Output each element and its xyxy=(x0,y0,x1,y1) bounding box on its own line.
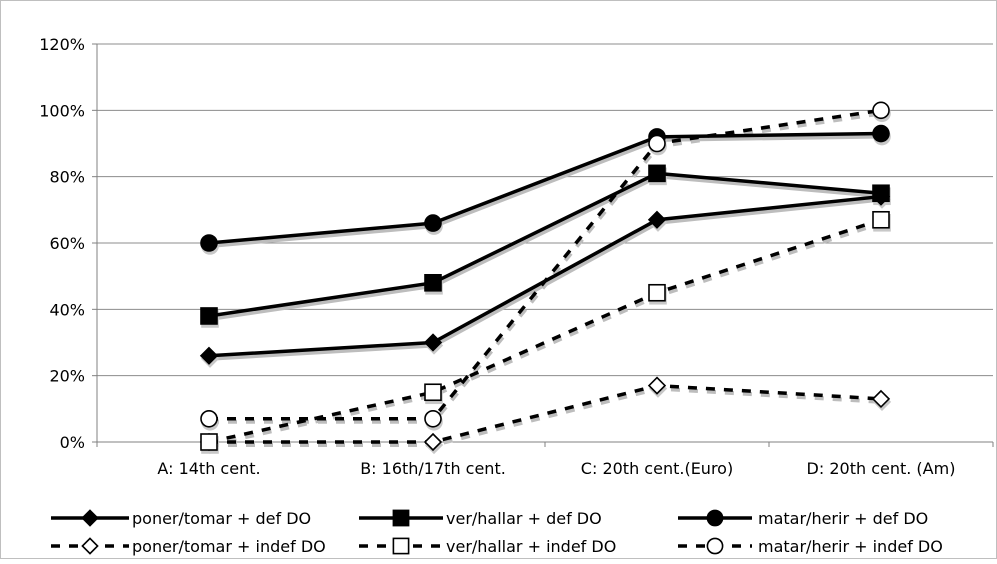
y-tick-label: 0% xyxy=(60,433,85,452)
data-point xyxy=(423,333,443,352)
legend-marker xyxy=(392,509,410,527)
series-line xyxy=(209,108,882,421)
series-shadow xyxy=(210,111,883,424)
data-point xyxy=(872,210,890,229)
data-point xyxy=(424,273,442,292)
legend-item: poner/tomar + indef DO xyxy=(51,537,326,556)
data-point xyxy=(648,134,666,153)
legend: poner/tomar + def DO ver/hallar + def DO m… xyxy=(51,509,943,556)
data-point xyxy=(423,432,443,452)
legend-label: poner/tomar + indef DO xyxy=(132,537,326,556)
series-shadow xyxy=(210,386,883,447)
y-tick-label: 60% xyxy=(49,234,85,253)
series-line xyxy=(208,171,882,318)
legend-marker xyxy=(706,509,724,527)
y-tick-label: 20% xyxy=(49,367,85,386)
x-tick-label: C: 20th cent.(Euro) xyxy=(581,459,733,478)
series-shadow xyxy=(209,220,883,447)
legend-label: matar/herir + indef DO xyxy=(758,537,943,556)
data-point xyxy=(872,124,890,143)
data-point xyxy=(200,234,218,252)
series-line xyxy=(208,131,882,245)
y-tick-label: 100% xyxy=(39,101,85,120)
data-point xyxy=(647,376,667,395)
x-tick-label: B: 16th/17th cent. xyxy=(360,459,506,478)
series-line xyxy=(208,194,882,358)
legend-label: matar/herir + def DO xyxy=(758,509,928,528)
data-point xyxy=(647,210,667,229)
y-tick-label: 80% xyxy=(49,168,85,187)
data-point xyxy=(872,184,890,203)
y-tick-label: 120% xyxy=(39,35,85,54)
legend-marker xyxy=(81,537,99,555)
x-tick-label: A: 14th cent. xyxy=(157,459,260,478)
data-point xyxy=(872,101,890,120)
legend-item: ver/hallar + indef DO xyxy=(359,537,616,556)
legend-marker xyxy=(81,509,99,527)
legend-item: matar/herir + indef DO xyxy=(678,537,943,556)
legend-label: ver/hallar + indef DO xyxy=(446,537,616,556)
series-shadow xyxy=(209,134,883,248)
data-point xyxy=(200,409,218,428)
legend-marker xyxy=(392,537,410,555)
data-point xyxy=(871,389,891,409)
series-lines xyxy=(199,101,891,452)
legend-marker xyxy=(706,537,724,555)
data-point xyxy=(199,346,219,365)
data-point xyxy=(424,383,442,402)
legend-item: ver/hallar + def DO xyxy=(359,509,602,528)
legend-label: poner/tomar + def DO xyxy=(132,509,311,528)
legend-item: poner/tomar + def DO xyxy=(51,509,311,528)
data-point xyxy=(424,409,442,428)
gridlines xyxy=(97,43,993,377)
data-point xyxy=(648,283,666,302)
series-shadow xyxy=(209,174,883,321)
legend-item: matar/herir + def DO xyxy=(678,509,928,528)
data-point xyxy=(200,307,218,325)
data-point xyxy=(424,214,442,232)
axes: 0% 20% 40% 60% 80% 100% 120% A: 14th cent. B: 16… xyxy=(39,35,994,478)
series-line xyxy=(208,218,882,444)
data-point xyxy=(200,433,218,451)
legend-label: ver/hallar + def DO xyxy=(446,509,602,528)
y-tick-label: 40% xyxy=(49,300,85,319)
series-line xyxy=(209,383,882,444)
data-point xyxy=(648,164,666,183)
x-tick-label: D: 20th cent. (Am) xyxy=(807,459,956,478)
